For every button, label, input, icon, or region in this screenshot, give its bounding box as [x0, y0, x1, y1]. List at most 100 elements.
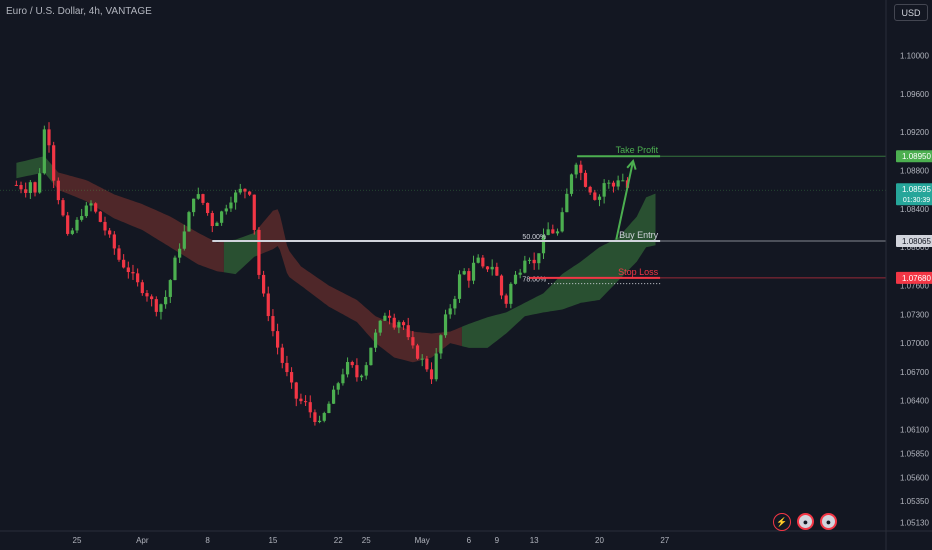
candle-body — [490, 266, 494, 270]
candle-body — [401, 322, 406, 326]
candle-body — [355, 365, 359, 378]
y-tick-label: 1.08000 — [900, 243, 929, 252]
candles — [14, 122, 630, 426]
candle-body — [574, 164, 578, 175]
y-tick-label: 1.07000 — [900, 339, 929, 348]
candle-body — [164, 296, 168, 305]
candle-body — [378, 320, 382, 333]
candle-body — [38, 173, 42, 193]
current-price-tag — [896, 183, 932, 206]
x-tick-label: 25 — [73, 536, 82, 545]
ichimoku-cloud — [16, 156, 656, 363]
y-tick-label: 1.05350 — [900, 497, 929, 506]
candle-body — [555, 231, 560, 234]
candle-body — [317, 420, 322, 423]
candle-body — [336, 383, 340, 390]
candle-body — [303, 401, 308, 403]
candle-body — [229, 202, 233, 209]
candle-body — [350, 362, 354, 366]
candle-body — [289, 372, 294, 383]
cloud-segment — [53, 167, 224, 273]
candle-body — [206, 202, 210, 214]
candle-body — [75, 219, 79, 231]
flag-icon[interactable]: ● — [820, 513, 837, 530]
candle-body — [80, 216, 84, 220]
candle-body — [434, 353, 438, 380]
candle-body — [266, 293, 270, 317]
candle-body — [527, 259, 532, 261]
candle-body — [196, 194, 200, 199]
candle-body — [257, 229, 261, 275]
candle-body — [98, 211, 102, 222]
stop-loss-label: Stop Loss — [618, 267, 659, 277]
candle-body — [621, 180, 625, 182]
y-tick-label: 1.06100 — [900, 425, 929, 434]
candle-body — [537, 253, 541, 264]
flash-icon[interactable]: ⚡ — [773, 513, 791, 531]
cloud-segment — [461, 193, 656, 348]
candle-body — [14, 184, 18, 186]
y-tick-label: 1.05600 — [900, 473, 929, 482]
candle-body — [551, 229, 555, 234]
y-tick-label: 1.09200 — [900, 128, 929, 137]
take-profit-price-tag — [896, 150, 932, 163]
candle-body — [248, 191, 252, 195]
candle-body — [597, 196, 602, 200]
candle-body — [541, 235, 546, 254]
candle-body — [406, 325, 410, 338]
candle-body — [359, 375, 364, 378]
candle-body — [275, 331, 280, 348]
candle-body — [509, 283, 513, 304]
take-profit-price-text: 1.08950 — [902, 152, 931, 161]
candle-body — [94, 203, 98, 212]
candle-body — [192, 198, 196, 213]
cloud-segment — [223, 227, 259, 275]
candle-body — [471, 262, 476, 281]
candle-body — [126, 267, 130, 273]
candle-body — [299, 398, 303, 402]
candle-body — [28, 182, 32, 193]
candle-body — [294, 382, 298, 399]
bottom-icons: ⚡ ● ● — [773, 513, 837, 531]
candle-body — [70, 230, 74, 234]
candle-body — [322, 413, 326, 421]
currency-button[interactable]: USD — [894, 4, 928, 21]
candle-body — [504, 295, 508, 304]
candle-body — [373, 332, 378, 348]
candle-body — [187, 212, 191, 232]
candle-body — [243, 188, 247, 192]
candle-body — [313, 412, 317, 423]
y-tick-label: 1.08400 — [900, 205, 929, 214]
candle-body — [24, 189, 28, 193]
target-arrow-head — [626, 158, 637, 170]
candle-body — [518, 272, 522, 275]
y-tick-label: 1.08800 — [900, 167, 929, 176]
chart-title: Euro / U.S. Dollar, 4h, VANTAGE — [6, 6, 152, 17]
x-tick-label: May — [415, 536, 430, 545]
candle-body — [252, 194, 256, 230]
candle-body — [602, 183, 606, 197]
target-arrow — [615, 160, 635, 240]
x-tick-label: 15 — [268, 536, 277, 545]
take-profit-label: Take Profit — [616, 145, 659, 155]
candle-body — [425, 358, 429, 370]
buy-entry-price-text: 1.08065 — [902, 237, 931, 246]
candle-body — [61, 200, 65, 216]
candle-body — [145, 293, 149, 297]
cloud-segment — [16, 156, 54, 184]
candle-body — [201, 194, 205, 203]
candle-body — [89, 203, 93, 206]
candle-body — [122, 259, 126, 268]
flag-icon[interactable]: ● — [797, 513, 814, 530]
candle-body — [579, 164, 583, 173]
stop-loss-price-tag — [896, 271, 932, 284]
candle-body — [513, 274, 518, 284]
candle-body — [467, 271, 471, 281]
candle-body — [33, 182, 37, 193]
y-tick-label: 1.06400 — [900, 397, 929, 406]
candle-body — [369, 347, 373, 366]
candle-body — [173, 257, 177, 281]
candle-body — [215, 222, 219, 227]
